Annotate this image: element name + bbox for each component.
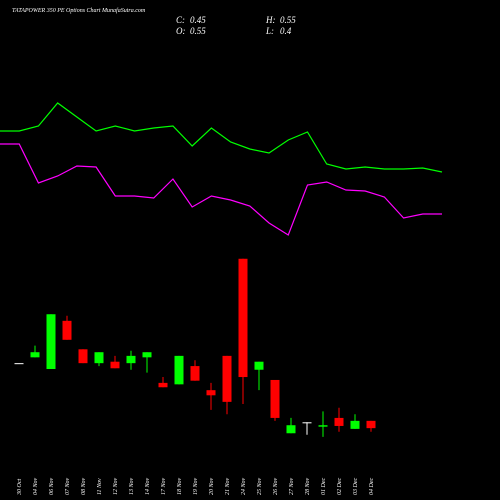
candle-body	[254, 361, 264, 370]
candle-body	[334, 417, 344, 426]
x-tick-label: 01 Dec	[321, 478, 327, 495]
candle-body	[302, 422, 312, 424]
x-tick-label: 28 Nov	[305, 477, 311, 495]
summary-value: 0.4	[280, 26, 292, 36]
x-tick-label: 25 Nov	[257, 477, 263, 495]
summary-label: L:	[265, 26, 274, 36]
candle-body	[142, 352, 152, 358]
summary-label: H:	[265, 15, 276, 25]
candle-body	[350, 420, 360, 429]
candle-body	[110, 361, 120, 369]
x-tick-label: 08 Nov	[81, 477, 87, 495]
candle-body	[78, 349, 88, 364]
candle-body	[126, 355, 136, 364]
x-tick-label: 13 Nov	[129, 477, 135, 495]
x-tick-label: 27 Nov	[289, 477, 295, 495]
candle-body	[30, 352, 40, 358]
summary-value: 0.45	[190, 15, 206, 25]
x-tick-label: 03 Dec	[353, 478, 359, 495]
summary-label: O:	[176, 26, 186, 36]
candle-body	[62, 320, 72, 340]
candle-body	[286, 425, 296, 434]
x-tick-label: 30 Oct	[17, 479, 23, 496]
summary-value: 0.55	[190, 26, 206, 36]
chart-title: TATAPOWER 350 PE Options Chart MunafaSut…	[12, 7, 146, 14]
candle-body	[174, 355, 184, 385]
candle-body	[238, 258, 248, 378]
summary-value: 0.55	[280, 15, 296, 25]
x-tick-label: 06 Nov	[49, 477, 55, 495]
summary-label: C:	[176, 15, 185, 25]
x-tick-label: 26 Nov	[273, 477, 279, 495]
candle-body	[270, 379, 280, 418]
x-tick-label: 14 Nov	[144, 477, 151, 495]
candle-body	[14, 363, 24, 365]
x-tick-label: 02 Dec	[337, 478, 343, 495]
candle-body	[366, 420, 376, 429]
x-tick-label: 19 Nov	[193, 477, 199, 495]
line-series	[0, 143, 442, 236]
x-tick-label: 18 Nov	[177, 477, 183, 495]
candle-body	[94, 352, 104, 364]
candle-body	[222, 355, 232, 402]
x-tick-label: 04 Nov	[32, 477, 39, 495]
candle-body	[206, 390, 216, 396]
candle-body	[190, 366, 200, 381]
x-tick-label: 11 Nov	[97, 478, 103, 495]
x-tick-label: 04 Dec	[368, 478, 375, 495]
x-tick-label: 21 Nov	[225, 477, 231, 495]
x-tick-label: 12 Nov	[113, 477, 119, 495]
candle-body	[318, 425, 328, 427]
x-tick-label: 20 Nov	[209, 477, 215, 495]
x-tick-label: 17 Nov	[161, 477, 167, 495]
candle-body	[158, 382, 168, 388]
line-series	[0, 102, 443, 173]
candle-body	[46, 314, 56, 370]
x-tick-label: 24 Nov	[240, 477, 247, 495]
x-tick-label: 07 Nov	[65, 477, 71, 495]
